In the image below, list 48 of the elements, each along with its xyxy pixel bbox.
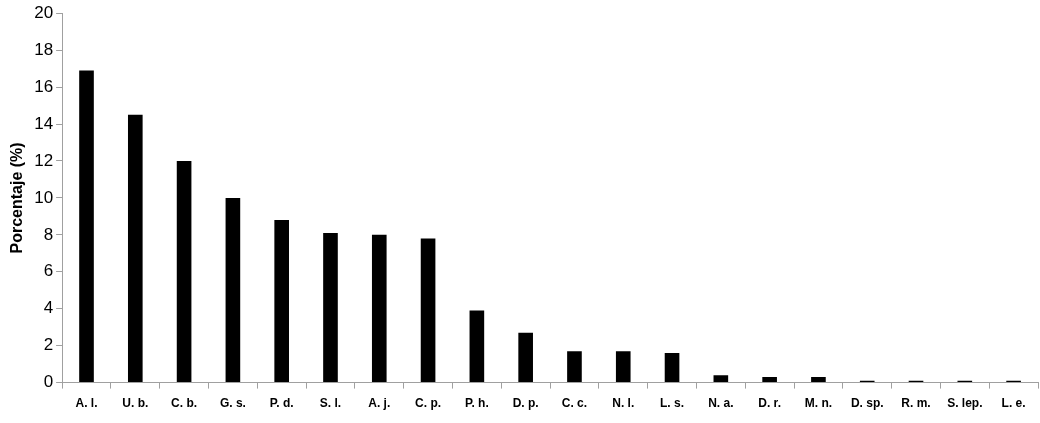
y-tick-label: 18 — [34, 39, 54, 59]
bar — [762, 377, 777, 383]
y-tick-label: 8 — [43, 224, 54, 244]
bar — [176, 160, 192, 383]
bar — [79, 70, 94, 383]
bar — [127, 114, 143, 383]
x-tick-label: N. a. — [708, 396, 734, 411]
bar — [713, 375, 729, 383]
y-tick-label: 4 — [43, 298, 54, 318]
x-tick-label: S. lep. — [947, 396, 983, 411]
bar — [225, 197, 241, 383]
x-tick-label: A. l. — [75, 396, 98, 411]
x-tick-label: C. b. — [171, 396, 198, 411]
bar — [274, 220, 289, 383]
y-tick-label: 12 — [34, 150, 54, 170]
x-tick-label: P. d. — [269, 396, 294, 411]
x-tick-label: C. c. — [561, 396, 588, 411]
y-tick-label: 14 — [34, 113, 54, 133]
bar — [371, 234, 387, 383]
bar — [518, 332, 533, 383]
y-tick-label: 0 — [43, 372, 54, 392]
x-tick-label: R. m. — [901, 396, 931, 411]
bar — [469, 310, 485, 383]
bar — [615, 351, 631, 383]
x-tick-label: N. l. — [612, 396, 635, 411]
x-tick-label: D. p. — [512, 396, 539, 411]
x-tick-label: L. e. — [1001, 396, 1026, 411]
x-tick-label: C. p. — [415, 396, 442, 411]
x-tick-label: S. l. — [319, 396, 342, 411]
bar — [811, 377, 826, 383]
x-tick-label: M. n. — [804, 396, 833, 411]
x-tick-label: L. s. — [660, 396, 685, 411]
x-tick-label: D. sp. — [850, 396, 884, 411]
y-tick-label: 2 — [43, 335, 54, 355]
x-tick-label: D. r. — [758, 396, 781, 411]
x-tick-label: U. b. — [122, 396, 149, 411]
bar — [664, 353, 680, 383]
x-tick-label: P. h. — [464, 396, 489, 411]
bar — [420, 238, 436, 383]
y-tick-label: 6 — [43, 261, 54, 281]
bar — [323, 232, 338, 383]
x-tick-label: G. s. — [219, 396, 246, 411]
bar — [567, 351, 582, 383]
y-tick-label: 20 — [34, 2, 54, 22]
y-axis-title: Porcentaje (%) — [8, 142, 26, 254]
y-tick-label: 16 — [34, 76, 54, 96]
y-tick-label: 10 — [34, 187, 54, 207]
x-tick-label: A. j. — [368, 396, 391, 411]
